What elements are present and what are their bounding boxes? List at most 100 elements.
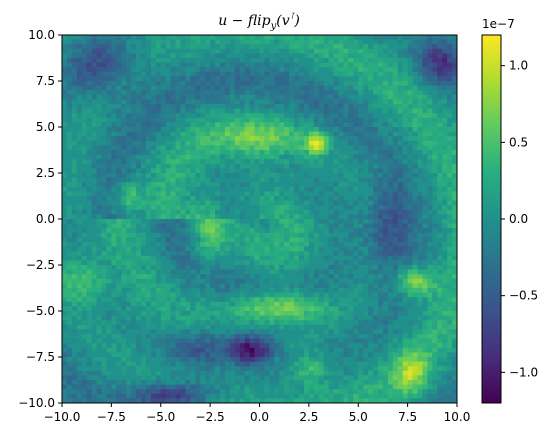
heatmap-cell (382, 260, 389, 266)
heatmap-cell (333, 53, 339, 59)
heatmap-cell (155, 200, 162, 206)
heatmap-cell (210, 311, 216, 316)
heatmap-cell (417, 168, 423, 174)
heatmap-cell (323, 154, 330, 160)
heatmap-cell (313, 196, 320, 201)
heatmap-cell (62, 108, 68, 114)
heatmap-cell (299, 269, 305, 275)
heatmap-cell (126, 191, 132, 197)
heatmap-cell (81, 81, 88, 86)
heatmap-cell (373, 62, 379, 68)
heatmap-cell (101, 163, 107, 169)
heatmap-cell (412, 108, 418, 114)
heatmap-cell (175, 320, 181, 326)
heatmap-cell (294, 228, 300, 234)
heatmap-cell (220, 71, 226, 77)
heatmap-cell (136, 113, 142, 119)
heatmap-cell (382, 265, 389, 270)
heatmap-cell (303, 90, 310, 96)
heatmap-cell (299, 62, 305, 68)
heatmap-cell (397, 297, 404, 303)
heatmap-cell (343, 251, 349, 257)
heatmap-cell (229, 260, 236, 266)
heatmap-cell (318, 186, 325, 192)
heatmap-cell (264, 173, 270, 178)
heatmap-cell (205, 237, 211, 243)
heatmap-cell (274, 108, 280, 114)
heatmap-cell (254, 283, 260, 289)
heatmap-cell (259, 140, 265, 146)
heatmap-cell (81, 53, 88, 59)
heatmap-cell (224, 205, 231, 211)
heatmap-cell (234, 315, 241, 321)
heatmap-cell (417, 154, 423, 160)
heatmap-cell (160, 274, 167, 280)
heatmap-cell (427, 67, 433, 73)
heatmap-cell (348, 159, 354, 165)
heatmap-cell (195, 136, 201, 142)
heatmap-cell (279, 113, 285, 119)
heatmap-cell (224, 320, 231, 326)
heatmap-cell (249, 246, 255, 252)
heatmap-cell (378, 127, 384, 132)
heatmap-cell (126, 136, 132, 142)
heatmap-cell (318, 269, 325, 275)
heatmap-cell (294, 117, 300, 123)
heatmap-cell (427, 214, 433, 220)
heatmap-cell (333, 242, 339, 247)
heatmap-cell (442, 104, 448, 109)
heatmap-cell (279, 182, 285, 188)
heatmap-cell (101, 58, 107, 63)
heatmap-cell (333, 76, 339, 82)
heatmap-cell (323, 35, 330, 40)
heatmap-cell (229, 306, 236, 312)
heatmap-cell (452, 223, 458, 229)
heatmap-cell (363, 209, 369, 215)
heatmap-cell (71, 67, 78, 73)
heatmap-cell (106, 251, 112, 257)
heatmap-cell (81, 117, 88, 123)
heatmap-cell (343, 85, 349, 91)
heatmap-cell (249, 191, 255, 197)
heatmap-cell (348, 76, 354, 82)
heatmap-cell (382, 255, 389, 261)
heatmap-cell (195, 196, 201, 201)
heatmap-cell (229, 283, 236, 289)
heatmap-cell (323, 90, 330, 96)
heatmap-cell (66, 315, 73, 321)
heatmap-cell (412, 265, 418, 270)
heatmap-cell (373, 58, 379, 63)
heatmap-cell (165, 90, 172, 96)
heatmap-cell (190, 219, 196, 224)
heatmap-cell (402, 301, 409, 307)
heatmap-cell (215, 99, 221, 105)
heatmap-cell (106, 131, 112, 137)
heatmap-cell (407, 191, 413, 197)
heatmap-cell (66, 269, 73, 275)
heatmap-cell (417, 297, 423, 303)
heatmap-cell (373, 311, 379, 316)
heatmap-cell (244, 292, 251, 298)
heatmap-cell (378, 242, 384, 247)
heatmap-cell (185, 99, 191, 105)
heatmap-cell (373, 251, 379, 257)
heatmap-cell (452, 131, 458, 137)
heatmap-cell (249, 292, 255, 298)
heatmap-cell (101, 311, 107, 316)
heatmap-cell (254, 104, 260, 109)
heatmap-cell (333, 159, 339, 165)
heatmap-cell (412, 140, 418, 146)
heatmap-cell (121, 191, 127, 197)
heatmap-cell (210, 315, 216, 321)
heatmap-cell (106, 219, 112, 224)
heatmap-cell (91, 53, 97, 59)
heatmap-cell (407, 214, 413, 220)
heatmap-cell (437, 53, 443, 59)
heatmap-cell (131, 265, 137, 270)
heatmap-cell (111, 283, 117, 289)
heatmap-cell (101, 67, 107, 73)
heatmap-cell (121, 35, 127, 40)
heatmap-cell (412, 173, 418, 178)
heatmap-cell (274, 315, 280, 321)
heatmap-cell (249, 306, 255, 312)
